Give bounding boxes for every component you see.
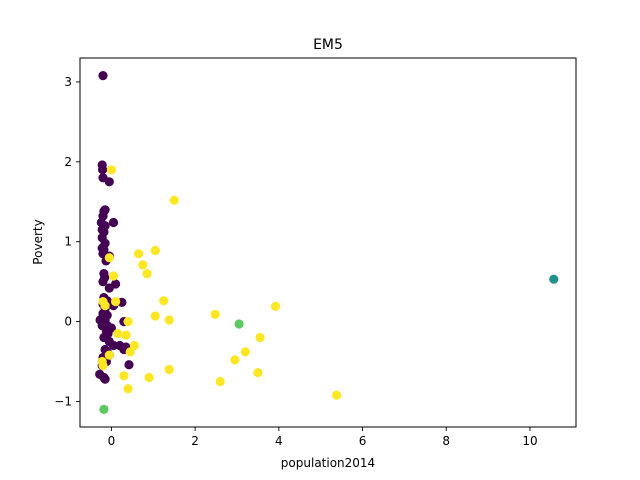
data-point-cluster-3 (134, 249, 144, 259)
data-point-cluster-0 (98, 71, 108, 81)
y-tick-label: 2 (64, 155, 72, 169)
data-point-cluster-3 (121, 330, 131, 340)
data-point-cluster-3 (104, 350, 114, 360)
data-point-cluster-0 (124, 360, 134, 370)
data-point-cluster-3 (255, 332, 265, 343)
y-axis-label: Poverty (31, 219, 45, 264)
points-layer (95, 71, 559, 414)
data-point-cluster-3 (270, 301, 281, 311)
y-tick-label: 3 (64, 75, 72, 89)
data-point-cluster-3 (164, 364, 174, 375)
data-point-cluster-0 (108, 217, 119, 228)
x-tick-label: 10 (522, 434, 537, 448)
y-tick-label: −1 (54, 394, 72, 408)
chart-title: EM5 (313, 37, 343, 53)
data-point-cluster-3 (210, 309, 220, 319)
data-point-cluster-1 (549, 274, 559, 284)
data-point-cluster-3 (113, 329, 123, 339)
data-point-cluster-0 (104, 177, 114, 187)
y-tick-label: 1 (64, 235, 72, 249)
data-point-cluster-3 (111, 297, 121, 307)
data-point-cluster-3 (123, 317, 133, 327)
data-point-cluster-3 (138, 260, 148, 270)
x-axis: 0 2 4 6 8 10 (108, 427, 538, 448)
data-point-cluster-0 (104, 283, 114, 293)
data-point-cluster-3 (125, 347, 135, 357)
data-point-cluster-3 (230, 355, 240, 365)
plot-frame (79, 57, 577, 428)
data-point-cluster-0 (98, 277, 108, 287)
x-tick-label: 4 (275, 434, 283, 448)
y-axis: −1 0 1 2 3 (54, 75, 80, 408)
y-tick-label: 0 (64, 315, 72, 329)
data-point-cluster-3 (144, 372, 154, 383)
data-point-cluster-0 (100, 374, 110, 384)
x-axis-label: population2014 (281, 456, 375, 470)
data-point-cluster-3 (169, 195, 179, 205)
data-point-cluster-0 (98, 165, 108, 175)
data-point-cluster-3 (253, 368, 263, 378)
x-tick-label: 8 (442, 434, 450, 448)
x-tick-label: 0 (108, 434, 116, 448)
data-point-cluster-3 (150, 245, 160, 256)
data-point-cluster-2 (234, 319, 244, 329)
data-point-cluster-3 (164, 315, 174, 325)
data-point-cluster-3 (142, 269, 152, 279)
data-point-cluster-3 (215, 376, 225, 387)
data-point-cluster-3 (104, 253, 114, 263)
data-point-cluster-3 (119, 371, 129, 381)
data-point-cluster-0 (108, 340, 119, 351)
data-point-cluster-3 (240, 347, 250, 357)
data-point-cluster-3 (106, 165, 116, 175)
data-point-cluster-3 (98, 360, 108, 371)
data-point-cluster-3 (150, 311, 160, 321)
data-point-cluster-3 (108, 271, 119, 281)
data-point-cluster-2 (99, 404, 109, 414)
data-point-cluster-3 (159, 296, 169, 306)
data-point-cluster-3 (332, 390, 342, 400)
x-tick-label: 6 (359, 434, 367, 448)
data-point-cluster-3 (100, 301, 110, 311)
x-tick-label: 2 (191, 434, 199, 448)
data-point-cluster-3 (123, 384, 133, 394)
